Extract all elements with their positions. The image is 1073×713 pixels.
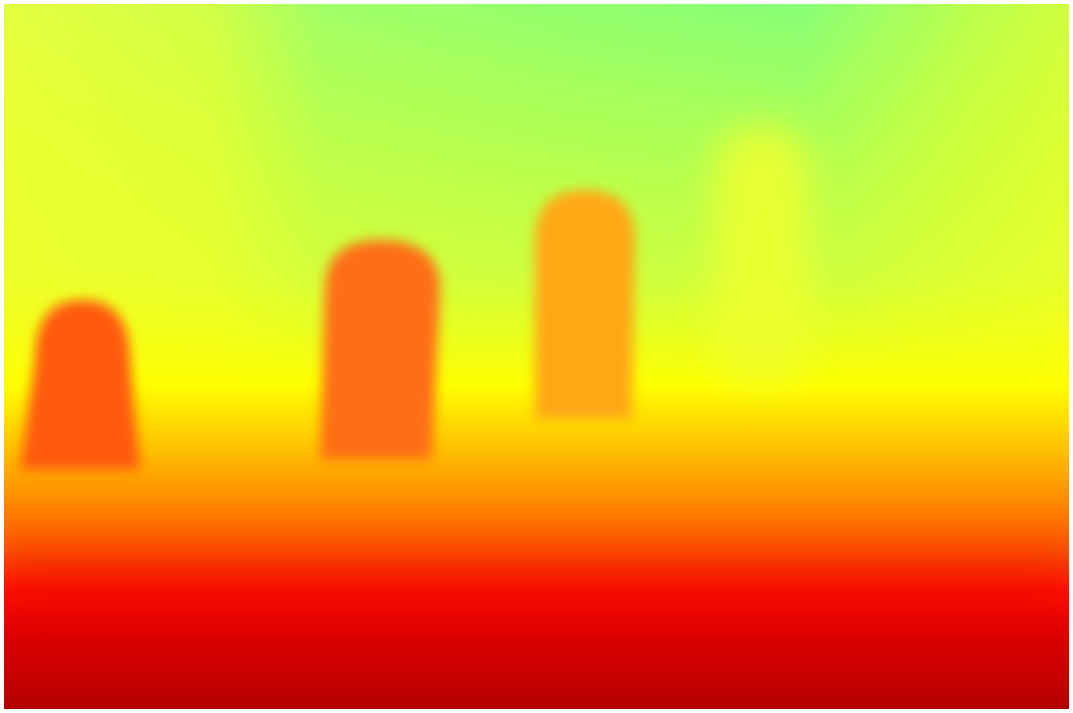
page <box>0 0 1073 713</box>
depth-map <box>0 0 1073 713</box>
image-content <box>0 0 1073 713</box>
foreground-shade <box>0 540 1073 713</box>
far-shape <box>715 125 810 385</box>
pillar <box>535 190 635 420</box>
pillar <box>320 240 440 460</box>
